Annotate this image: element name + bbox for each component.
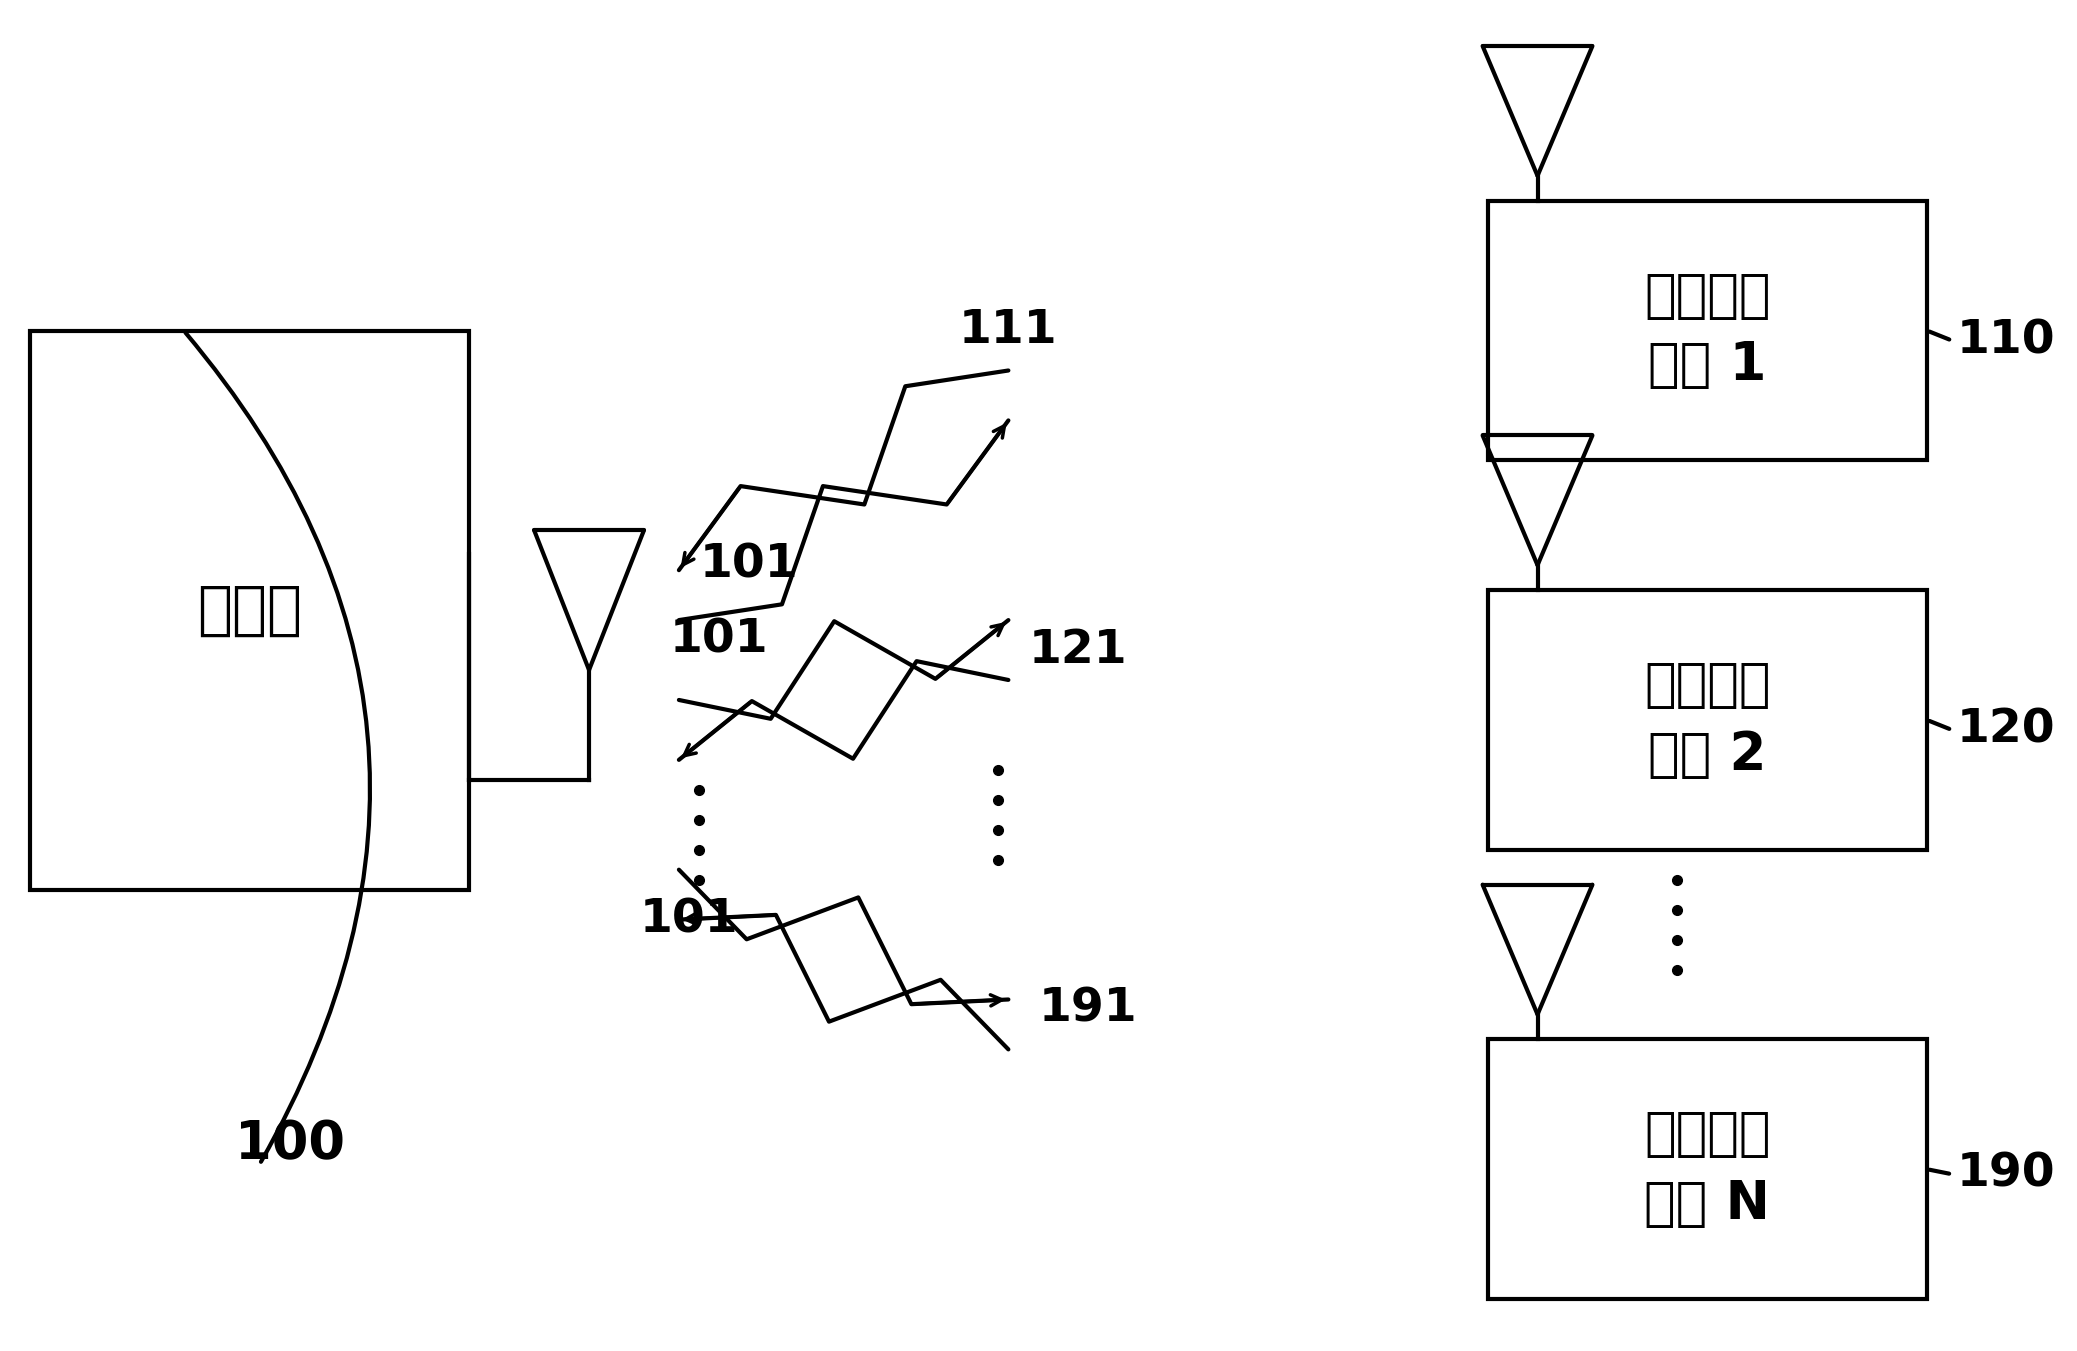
Text: 191: 191: [1038, 988, 1136, 1032]
Text: 121: 121: [1028, 628, 1128, 673]
Text: 120: 120: [1957, 708, 2056, 753]
Text: 110: 110: [1957, 317, 2056, 363]
Text: 阅读机: 阅读机: [197, 581, 301, 639]
Text: 101: 101: [700, 543, 798, 588]
Bar: [1487, 1039, 1927, 1300]
Bar: [1487, 590, 1927, 850]
Text: 标签 1: 标签 1: [1647, 339, 1765, 392]
Text: 101: 101: [669, 617, 768, 662]
Text: 射频识别: 射频识别: [1645, 659, 1770, 711]
Bar: [29, 331, 469, 890]
Bar: [1487, 201, 1927, 461]
Text: 190: 190: [1957, 1151, 2056, 1197]
Text: 111: 111: [957, 308, 1057, 353]
Text: 100: 100: [235, 1119, 345, 1170]
Text: 标签 2: 标签 2: [1647, 730, 1765, 781]
Text: 射频识别: 射频识别: [1645, 270, 1770, 322]
Text: 标签 N: 标签 N: [1645, 1178, 1770, 1231]
Text: 101: 101: [640, 897, 737, 942]
Text: 射频识别: 射频识别: [1645, 1108, 1770, 1161]
